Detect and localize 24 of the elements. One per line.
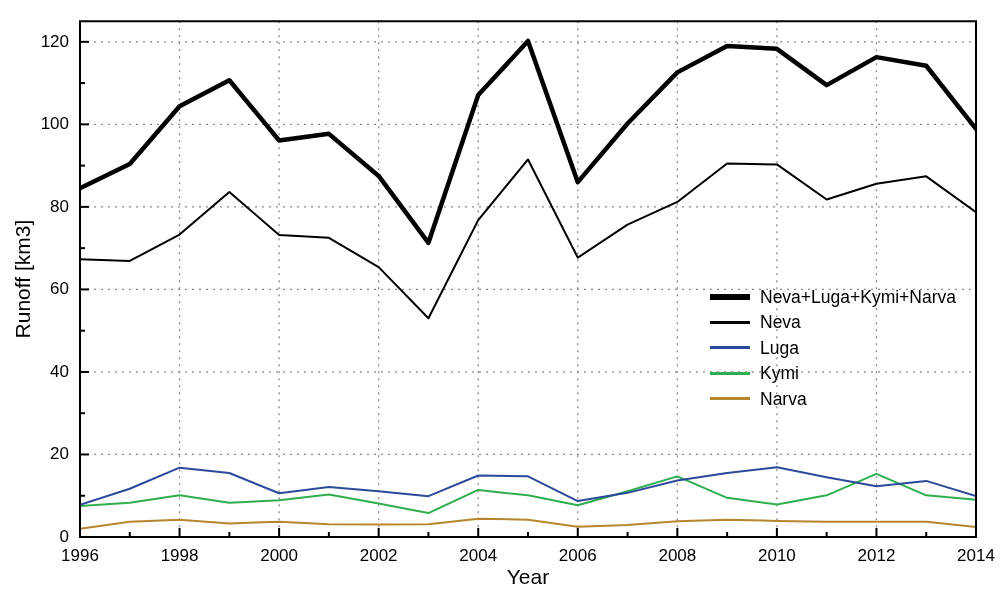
- x-tick-label: 2014: [957, 545, 995, 565]
- legend-label: Neva: [760, 312, 801, 333]
- x-tick-label: 1996: [61, 545, 99, 565]
- y-tick-label: 20: [50, 444, 69, 464]
- x-tick-label: 2012: [857, 545, 896, 565]
- legend-label: Luga: [760, 337, 799, 358]
- legend-label: Neva+Luga+Kymi+Narva: [760, 286, 957, 307]
- y-tick-label: 0: [59, 526, 69, 546]
- y-tick-label: 100: [40, 114, 69, 134]
- y-tick-label: 80: [50, 196, 69, 216]
- y-tick-label: 60: [50, 279, 69, 299]
- x-tick-label: 2004: [459, 545, 498, 565]
- y-tick-label: 40: [50, 361, 69, 381]
- x-tick-label: 2008: [658, 545, 697, 565]
- x-tick-label: 2010: [757, 545, 796, 565]
- x-tick-label: 2000: [260, 545, 299, 565]
- legend-label: Narva: [760, 388, 807, 409]
- x-tick-label: 2006: [558, 545, 597, 565]
- x-tick-label: 2002: [359, 545, 398, 565]
- y-axis-title: Runoff [km3]: [11, 219, 35, 339]
- x-axis-title: Year: [506, 565, 550, 589]
- legend-label: Kymi: [760, 363, 799, 384]
- y-tick-label: 120: [40, 31, 69, 51]
- x-tick-label: 1998: [160, 545, 199, 565]
